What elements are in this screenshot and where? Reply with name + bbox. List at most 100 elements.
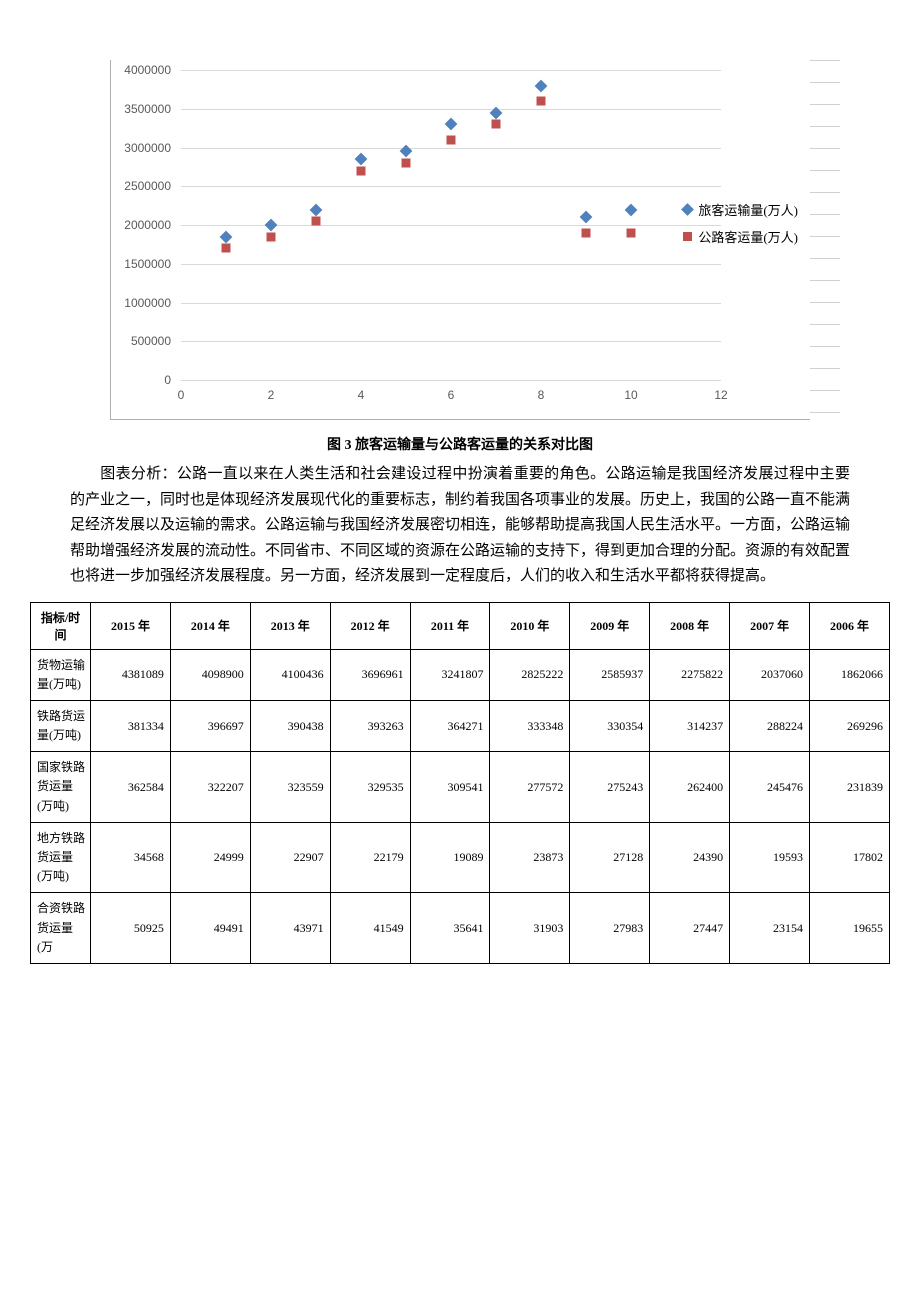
table-cell: 23154 <box>730 893 810 964</box>
table-column-header: 2012 年 <box>330 602 410 649</box>
y-axis-label: 3000000 <box>111 141 171 155</box>
table-cell: 22179 <box>330 822 410 893</box>
table-cell: 329535 <box>330 752 410 823</box>
data-table: 指标/时间 2015 年2014 年2013 年2012 年2011 年2010… <box>30 602 890 964</box>
y-axis-label: 1000000 <box>111 296 171 310</box>
table-cell: 275243 <box>570 752 650 823</box>
data-point <box>580 211 593 224</box>
plot-area: 0500000100000015000002000000250000030000… <box>181 70 721 380</box>
table-cell: 396697 <box>170 700 250 751</box>
x-axis-label: 2 <box>268 388 275 402</box>
table-column-header: 2008 年 <box>650 602 730 649</box>
table-cell: 390438 <box>250 700 330 751</box>
table-body: 货物运输量(万吨)4381089409890041004363696961324… <box>31 649 890 963</box>
table-cell: 277572 <box>490 752 570 823</box>
y-axis-label: 1500000 <box>111 257 171 271</box>
table-cell: 24999 <box>170 822 250 893</box>
y-axis-label: 2500000 <box>111 179 171 193</box>
data-point <box>582 228 591 237</box>
table-column-header: 2010 年 <box>490 602 570 649</box>
scatter-chart: 0500000100000015000002000000250000030000… <box>110 60 810 420</box>
x-axis-label: 4 <box>358 388 365 402</box>
sheet-gridlines-decorative <box>810 60 840 420</box>
chart-caption: 图 3 旅客运输量与公路客运量的关系对比图 <box>30 434 890 454</box>
table-column-header: 2009 年 <box>570 602 650 649</box>
data-point <box>492 120 501 129</box>
data-point <box>625 203 638 216</box>
data-point <box>222 244 231 253</box>
table-cell: 17802 <box>810 822 890 893</box>
data-point <box>357 166 366 175</box>
grid-line <box>181 70 721 71</box>
table-cell: 245476 <box>730 752 810 823</box>
grid-line <box>181 380 721 381</box>
legend-item: 旅客运输量(万人) <box>683 200 798 219</box>
row-label: 铁路货运量(万吨) <box>31 700 91 751</box>
grid-line <box>181 341 721 342</box>
y-axis-label: 0 <box>111 373 171 387</box>
table-cell: 19655 <box>810 893 890 964</box>
table-column-header: 2013 年 <box>250 602 330 649</box>
legend-item: 公路客运量(万人) <box>683 227 798 246</box>
table-cell: 381334 <box>91 700 171 751</box>
data-point <box>310 203 323 216</box>
data-point <box>312 217 321 226</box>
analysis-paragraph: 图表分析：公路一直以来在人类生活和社会建设过程中扮演着重要的角色。公路运输是我国… <box>70 462 850 590</box>
grid-line <box>181 186 721 187</box>
analysis-body: 公路一直以来在人类生活和社会建设过程中扮演着重要的角色。公路运输是我国经济发展过… <box>70 466 850 584</box>
data-point <box>627 228 636 237</box>
y-axis-label: 3500000 <box>111 102 171 116</box>
table-cell: 1862066 <box>810 649 890 700</box>
table-column-header: 2014 年 <box>170 602 250 649</box>
table-cell: 309541 <box>410 752 490 823</box>
row-label: 国家铁路货运量(万吨) <box>31 752 91 823</box>
data-point <box>447 135 456 144</box>
data-point <box>537 97 546 106</box>
table-column-header: 2015 年 <box>91 602 171 649</box>
x-axis-label: 8 <box>538 388 545 402</box>
table-cell: 314237 <box>650 700 730 751</box>
data-point <box>402 159 411 168</box>
table-cell: 27447 <box>650 893 730 964</box>
data-point <box>265 219 278 232</box>
table-cell: 2825222 <box>490 649 570 700</box>
table-cell: 19593 <box>730 822 810 893</box>
table-cell: 4100436 <box>250 649 330 700</box>
table-column-header: 2006 年 <box>810 602 890 649</box>
table-column-header: 2011 年 <box>410 602 490 649</box>
table-header-row: 指标/时间 2015 年2014 年2013 年2012 年2011 年2010… <box>31 602 890 649</box>
table-cell: 330354 <box>570 700 650 751</box>
table-cell: 43971 <box>250 893 330 964</box>
legend-label: 公路客运量(万人) <box>698 227 798 246</box>
square-icon <box>683 232 692 241</box>
grid-line <box>181 225 721 226</box>
chart-container: 0500000100000015000002000000250000030000… <box>110 60 810 420</box>
table-row: 国家铁路货运量(万吨)36258432220732355932953530954… <box>31 752 890 823</box>
x-axis-label: 0 <box>178 388 185 402</box>
table-cell: 393263 <box>330 700 410 751</box>
table-corner-header: 指标/时间 <box>31 602 91 649</box>
table-cell: 49491 <box>170 893 250 964</box>
table-cell: 4381089 <box>91 649 171 700</box>
table-cell: 323559 <box>250 752 330 823</box>
row-label: 地方铁路货运量(万吨) <box>31 822 91 893</box>
grid-line <box>181 148 721 149</box>
legend-label: 旅客运输量(万人) <box>698 200 798 219</box>
table-row: 铁路货运量(万吨)3813343966973904383932633642713… <box>31 700 890 751</box>
data-point <box>267 232 276 241</box>
table-cell: 333348 <box>490 700 570 751</box>
table-cell: 23873 <box>490 822 570 893</box>
table-cell: 31903 <box>490 893 570 964</box>
grid-line <box>181 109 721 110</box>
table-cell: 27128 <box>570 822 650 893</box>
diamond-icon <box>681 203 694 216</box>
table-cell: 231839 <box>810 752 890 823</box>
table-cell: 3696961 <box>330 649 410 700</box>
table-cell: 50925 <box>91 893 171 964</box>
table-cell: 24390 <box>650 822 730 893</box>
x-axis-label: 6 <box>448 388 455 402</box>
table-cell: 35641 <box>410 893 490 964</box>
table-cell: 288224 <box>730 700 810 751</box>
table-cell: 4098900 <box>170 649 250 700</box>
table-cell: 364271 <box>410 700 490 751</box>
